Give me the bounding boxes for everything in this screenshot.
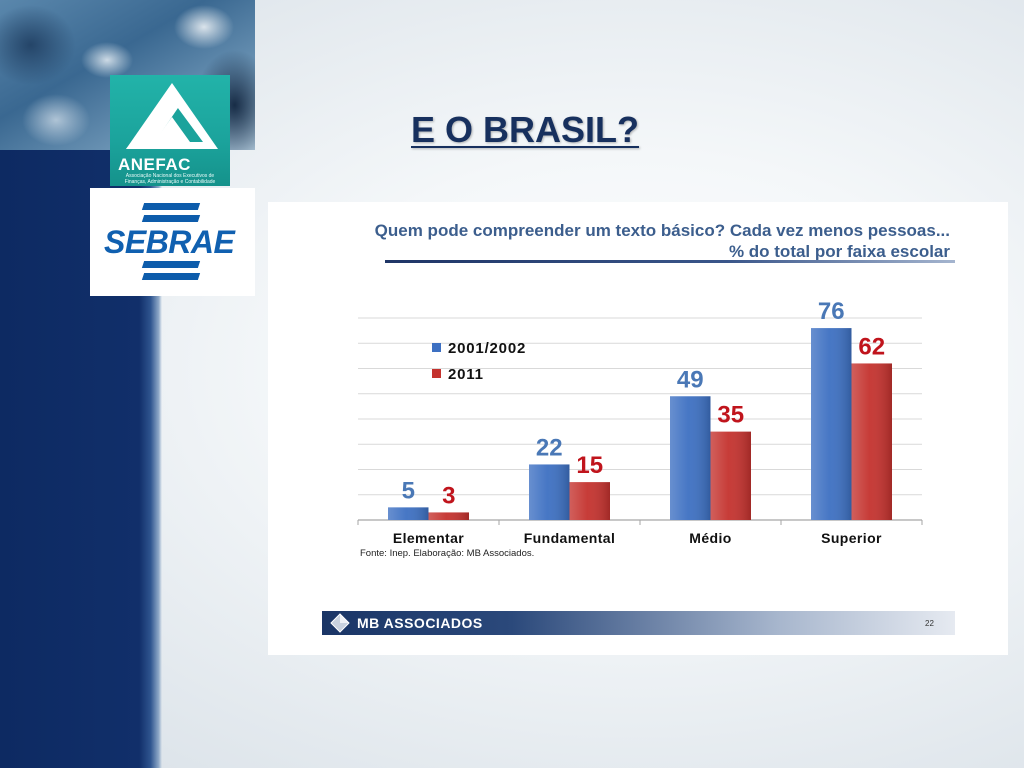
- category-label-superior: Superior: [821, 530, 882, 546]
- legend-label-2011: 2011: [448, 366, 484, 383]
- chart-title: Quem pode compreender um texto básico? C…: [375, 221, 950, 240]
- footer-brand: MB ASSOCIADOS: [357, 615, 483, 631]
- category-label-fundamental: Fundamental: [524, 530, 616, 546]
- legend-label-2001-2002: 2001/2002: [448, 340, 526, 357]
- anefac-triangle-icon: [126, 83, 218, 149]
- bar-shading: [670, 396, 711, 520]
- sebrae-bar: [141, 215, 201, 222]
- anefac-name: ANEFAC: [118, 155, 191, 174]
- data-label-2011-fundamental: 15: [576, 452, 603, 479]
- slide-title: E O BRASIL?: [411, 109, 640, 150]
- data-label-2011-medio: 35: [717, 402, 744, 429]
- data-label-2001-2002-superior: 76: [818, 298, 845, 325]
- bars: [388, 328, 892, 520]
- diamond-highlight: [340, 614, 349, 623]
- bar-shading: [569, 482, 610, 520]
- sebrae-name: SEBRAE: [104, 224, 235, 260]
- bar-shading: [388, 507, 429, 520]
- anefac-tagline: Associação Nacional dos Executivos de Fi…: [124, 173, 216, 185]
- chart-labels: 5 3 Elementar 22 15 Fundamental 49 35 Médio 76 62 S…: [393, 298, 885, 546]
- bar-shading: [811, 328, 852, 520]
- legend-swatch-2011: [432, 369, 441, 378]
- anefac-logo: ANEFAC Associação Nacional dos Executivo…: [110, 75, 230, 186]
- sebrae-logo: SEBRAE: [90, 188, 255, 296]
- legend: 2001/2002 2011: [432, 340, 526, 383]
- footer-band: MB ASSOCIADOS 22: [322, 611, 955, 635]
- footer-background: [322, 611, 955, 635]
- bar-chart: Quem pode compreender um texto básico? C…: [322, 221, 955, 635]
- bar-shading: [529, 464, 570, 520]
- chart-panel: Quem pode compreender um texto básico? C…: [268, 202, 1008, 655]
- category-label-elementar: Elementar: [393, 530, 464, 546]
- page-number: 22: [925, 619, 934, 628]
- data-label-2001-2002-elementar: 5: [402, 477, 415, 504]
- chart-source: Fonte: Inep. Elaboração: MB Associados.: [360, 548, 534, 559]
- data-label-2001-2002-medio: 49: [677, 366, 704, 393]
- sebrae-bar: [141, 203, 201, 210]
- sebrae-bar: [141, 261, 201, 268]
- bar-shading: [851, 363, 892, 520]
- bar-shading: [428, 512, 469, 520]
- data-label-2001-2002-fundamental: 22: [536, 434, 563, 461]
- legend-swatch-2001-2002: [432, 343, 441, 352]
- title-rule: [385, 260, 955, 263]
- category-label-medio: Médio: [689, 530, 731, 546]
- chart-subtitle: % do total por faixa escolar: [729, 242, 950, 261]
- bar-shading: [710, 431, 751, 520]
- data-label-2011-superior: 62: [858, 333, 885, 360]
- data-label-2011-elementar: 3: [442, 482, 455, 509]
- sebrae-bar: [141, 273, 201, 280]
